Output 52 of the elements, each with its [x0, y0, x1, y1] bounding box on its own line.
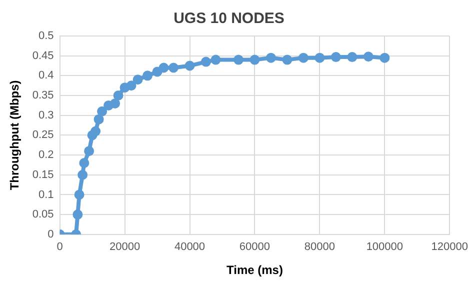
- x-tick-label: 80000: [304, 241, 335, 254]
- point: [90, 126, 101, 136]
- point: [104, 100, 114, 110]
- y-tick-label: 0.4: [38, 70, 54, 82]
- point: [233, 54, 244, 65]
- x-tick-label: 60000: [239, 241, 270, 254]
- point: [266, 52, 276, 63]
- point: [250, 54, 260, 65]
- point: [314, 52, 325, 63]
- point: [158, 62, 169, 73]
- point: [168, 62, 179, 73]
- point: [363, 52, 374, 62]
- point: [110, 98, 120, 108]
- y-tick-label: 0.3: [38, 109, 54, 122]
- y-tick-label: 0.15: [32, 168, 54, 181]
- y-tick-label: 0.35: [32, 90, 54, 102]
- x-axis-title: Time (ms): [226, 263, 283, 278]
- point: [184, 60, 195, 71]
- point: [78, 170, 88, 180]
- point: [282, 54, 292, 65]
- point: [113, 90, 124, 101]
- y-tick-label: 0.25: [32, 129, 54, 142]
- point: [132, 74, 143, 85]
- point: [298, 52, 308, 63]
- x-tick-label: 40000: [174, 241, 206, 254]
- y-axis-title: Throughput (Mbps): [8, 80, 22, 190]
- point: [72, 210, 83, 220]
- point: [347, 52, 358, 62]
- point: [84, 146, 94, 156]
- point: [94, 114, 104, 124]
- point: [142, 70, 153, 81]
- chart-title: UGS 10 NODES: [174, 10, 284, 28]
- y-tick-label: 0.5: [38, 30, 54, 42]
- point: [330, 52, 341, 62]
- y-tick-label: 0: [48, 228, 54, 240]
- x-tick-label: 0: [56, 241, 63, 254]
- point: [126, 80, 136, 91]
- point: [74, 190, 84, 200]
- point: [380, 52, 390, 63]
- point: [120, 82, 130, 93]
- x-tick-label: 120000: [431, 241, 468, 254]
- point: [201, 56, 211, 67]
- point: [79, 158, 90, 168]
- point: [152, 66, 162, 77]
- y-tick-label: 0.05: [32, 208, 54, 221]
- y-tick-label: 0.45: [32, 50, 54, 62]
- point: [97, 106, 108, 116]
- y-tick-label: 0.2: [38, 149, 54, 162]
- y-tick-label: 0.1: [38, 188, 54, 201]
- x-tick-label: 20000: [109, 241, 140, 254]
- point: [210, 54, 221, 65]
- x-tick-label: 100000: [366, 241, 404, 254]
